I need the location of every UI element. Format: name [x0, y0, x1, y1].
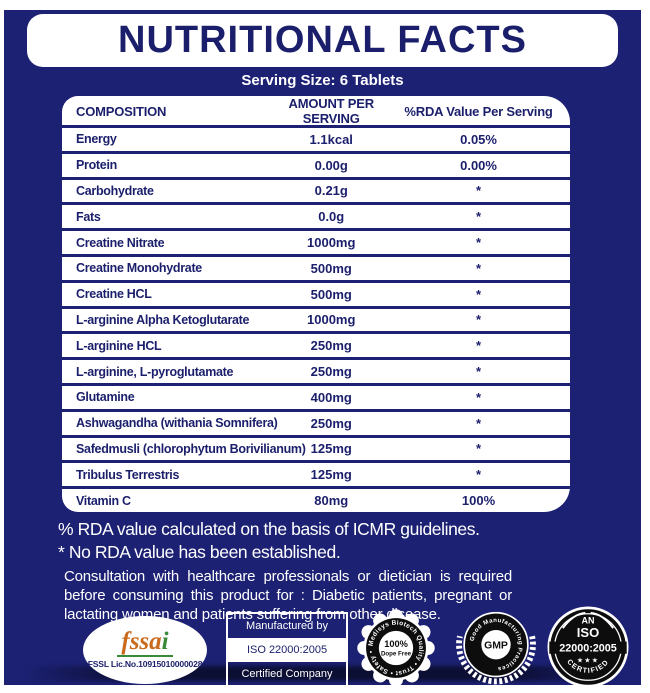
table-row: Creatine Monohydrate 500mg * — [62, 253, 570, 280]
amount-cell: 1000mg — [307, 312, 356, 328]
dope-free-label: Dope Free — [381, 650, 412, 657]
certified-company-line: Certified Company — [241, 668, 333, 680]
iso-number-text: 22000:2005 — [559, 643, 617, 655]
rda-cell: * — [476, 235, 482, 251]
composition-cell: Glutamine — [76, 390, 135, 405]
table-row: Glutamine 400mg * — [62, 382, 570, 409]
fssai-wordmark-icon: fssai — [117, 629, 173, 657]
table-row: L-arginine HCL 250mg * — [62, 331, 570, 357]
iso-certified-seal-icon: AN ISO 22000:2005 ★★★ CERTIFIED — [543, 602, 633, 692]
amount-cell: 0.21g — [314, 183, 348, 199]
nutrition-table: COMPOSITION AMOUNT PER SERVING %RDA Valu… — [62, 96, 570, 512]
rda-cell: 0.05% — [460, 131, 497, 147]
rda-cell: * — [476, 441, 482, 457]
rda-cell: * — [476, 286, 482, 302]
rda-cell: * — [476, 312, 482, 328]
table-row: L-arginine Alpha Ketoglutarate 1000mg * — [62, 305, 570, 332]
composition-cell: Creatine Monohydrate — [76, 261, 202, 276]
table-row: Carbohydrate 0.21g * — [62, 176, 570, 203]
gmp-seal-icon: Good Manufacturing Practices GMP — [444, 604, 548, 692]
title-box: NUTRITIONAL FACTS — [27, 14, 618, 67]
composition-cell: Carbohydrate — [76, 183, 154, 198]
page-title: NUTRITIONAL FACTS — [118, 19, 527, 61]
amount-cell: 400mg — [310, 389, 352, 405]
table-body: Energy 1.1kcal 0.05% Protein 0.00g 0.00% Carbo… — [62, 128, 570, 512]
dope-free-seal-icon: Medisys Biotech Quality • Trust • Safety… — [352, 604, 440, 692]
table-row: Vitamin C 80mg 100% — [62, 486, 570, 512]
amount-cell: 250mg — [310, 364, 352, 380]
manufactured-by-box: Manufactured by ISO 22000:2005 Certified… — [226, 612, 348, 688]
composition-cell: Safedmusli (chlorophytum Borivilianum) — [76, 441, 306, 456]
table-row: Creatine HCL 500mg * — [62, 279, 570, 306]
composition-cell: Protein — [76, 158, 117, 173]
composition-cell: L-arginine Alpha Ketoglutarate — [76, 312, 250, 327]
composition-cell: Creatine HCL — [76, 287, 152, 302]
header-composition: COMPOSITION — [76, 103, 167, 119]
iso-standard-line: ISO 22000:2005 — [228, 638, 346, 662]
iso-stars: ★★★ — [577, 656, 599, 664]
iso-iso-text: ISO — [577, 625, 599, 640]
rda-note: % RDA value calculated on the basis of I… — [58, 519, 480, 539]
rda-cell: 0.00% — [460, 157, 497, 173]
amount-cell: 250mg — [310, 415, 352, 431]
composition-cell: Ashwagandha (withania Somnifera) — [76, 416, 278, 431]
label-panel: NUTRITIONAL FACTS Serving Size: 6 Tablet… — [4, 10, 641, 688]
amount-cell: 80mg — [314, 493, 349, 509]
amount-cell: 0.0g — [318, 209, 345, 225]
rda-cell: * — [476, 260, 482, 276]
table-row: Safedmusli (chlorophytum Borivilianum) 12… — [62, 434, 570, 461]
asterisk-note: * No RDA value has been established. — [58, 542, 341, 562]
table-row: Energy 1.1kcal 0.05% — [62, 128, 570, 151]
table-row: Creatine Nitrate 1000mg * — [62, 228, 570, 254]
header-rda: %RDA Value Per Serving — [404, 103, 553, 119]
amount-cell: 500mg — [310, 260, 352, 276]
table-row: Ashwagandha (withania Somnifera) 250mg * — [62, 408, 570, 435]
table-header-row: COMPOSITION AMOUNT PER SERVING %RDA Valu… — [62, 96, 570, 128]
manufactured-by-line: Manufactured by — [246, 620, 328, 632]
composition-cell: Energy — [76, 132, 117, 147]
composition-cell: Creatine Nitrate — [76, 235, 165, 250]
amount-cell: 1.1kcal — [309, 131, 353, 147]
composition-cell: L-arginine HCL — [76, 338, 162, 353]
header-amount: AMOUNT PER SERVING — [288, 96, 375, 126]
gmp-center-text: GMP — [484, 640, 508, 651]
amount-cell: 0.00g — [314, 157, 348, 173]
rda-cell: * — [476, 183, 482, 199]
amount-cell: 1000mg — [307, 235, 356, 251]
table-row: Tribulus Terrestris 125mg * — [62, 460, 570, 486]
fssai-logo: fssai FSSL Lic.No.10915010000028 — [83, 616, 207, 684]
iso-an-text: AN — [582, 616, 595, 626]
rda-cell: * — [476, 338, 482, 354]
rda-cell: * — [476, 209, 482, 225]
amount-cell: 500mg — [310, 286, 352, 302]
table-row: Fats 0.0g * — [62, 202, 570, 228]
dope-free-percent: 100% — [384, 639, 408, 649]
amount-cell: 125mg — [310, 441, 352, 457]
composition-cell: Tribulus Terrestris — [76, 467, 180, 482]
rda-cell: * — [476, 415, 482, 431]
rda-cell: 100% — [461, 493, 496, 509]
table-row: L-arginine, L-pyroglutamate 250mg * — [62, 357, 570, 383]
amount-cell: 125mg — [310, 467, 352, 483]
rda-cell: * — [476, 389, 482, 405]
amount-cell: 250mg — [310, 338, 352, 354]
composition-cell: Vitamin C — [76, 493, 131, 508]
rda-cell: * — [476, 467, 482, 483]
rda-cell: * — [476, 364, 482, 380]
table-row: Protein 0.00g 0.00% — [62, 150, 570, 177]
fssai-license: FSSL Lic.No.10915010000028 — [87, 658, 203, 669]
composition-cell: L-arginine, L-pyroglutamate — [76, 364, 234, 379]
composition-cell: Fats — [76, 209, 101, 224]
serving-size: Serving Size: 6 Tablets — [241, 72, 404, 89]
